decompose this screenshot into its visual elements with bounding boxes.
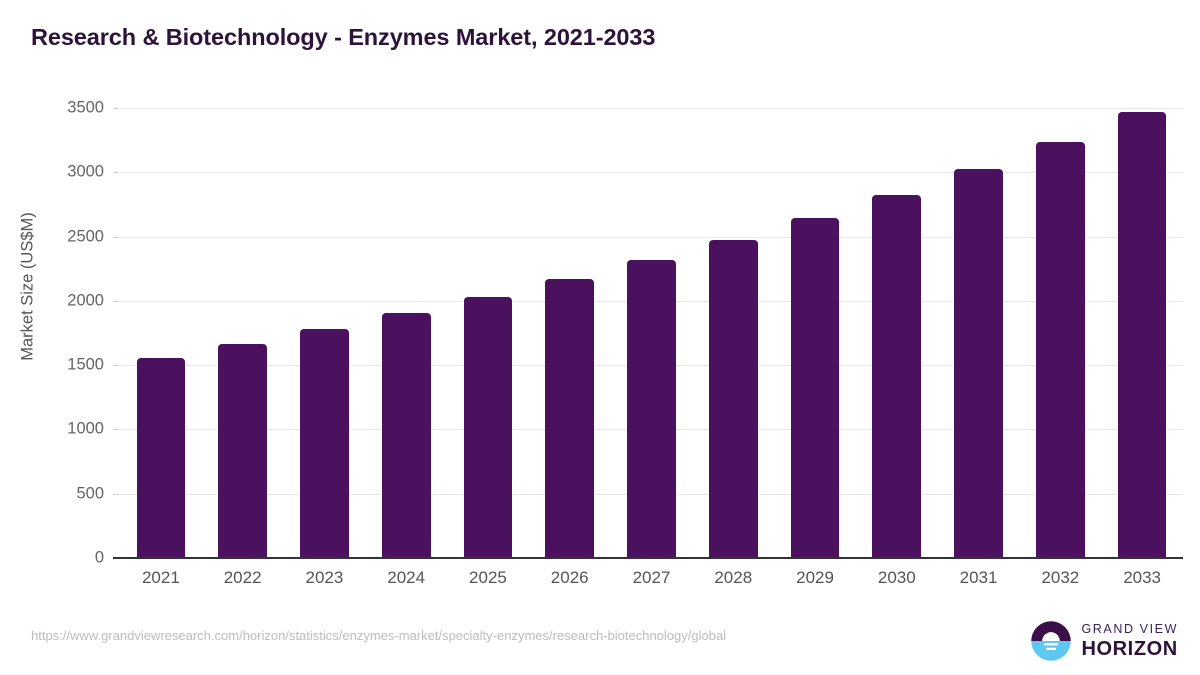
bar[interactable] xyxy=(136,358,186,558)
x-axis-tick-label: 2030 xyxy=(877,568,916,587)
x-axis-tick-labels: 2021 2022 2023 2024 2025 2026 2027 2028 2029 2030… xyxy=(120,568,1183,598)
x-axis-tick-label: 2033 xyxy=(1123,568,1162,587)
logo-line-horizon: HORIZON xyxy=(1081,637,1178,660)
source-url[interactable]: https://www.grandviewresearch.com/horizo… xyxy=(31,628,727,643)
page-title: Research & Biotechnology - Enzymes Marke… xyxy=(31,24,656,50)
y-axis-tick-labels: 0 500 1000 1500 2000 2500 3000 3500 xyxy=(0,99,112,567)
gridline xyxy=(120,236,1183,238)
bar[interactable] xyxy=(218,343,267,558)
y-axis-tick xyxy=(113,493,119,495)
y-axis-tick-label: 1500 xyxy=(67,355,104,374)
plot-area xyxy=(113,108,1183,559)
bar[interactable] xyxy=(1117,111,1167,558)
y-axis-tick-label: 3000 xyxy=(67,162,104,181)
bar[interactable] xyxy=(300,328,349,558)
x-axis-tick-label: 2024 xyxy=(387,568,426,587)
y-axis-tick-label: 500 xyxy=(76,484,104,503)
y-axis-tick xyxy=(113,108,119,109)
x-axis-tick-label: 2022 xyxy=(223,568,262,587)
y-axis-tick xyxy=(113,236,119,238)
x-axis-tick-label: 2021 xyxy=(141,568,180,587)
x-axis-tick-label: 2023 xyxy=(305,568,344,587)
x-axis-tick-label: 2028 xyxy=(714,568,753,587)
logo-text: GRAND VIEW HORIZON xyxy=(1081,623,1178,659)
logo-line-grand-view: GRAND VIEW xyxy=(1081,622,1178,637)
gridline xyxy=(120,172,1183,174)
y-axis-tick-label: 0 xyxy=(94,548,104,567)
bar[interactable] xyxy=(708,239,758,558)
x-axis-tick-label: 2026 xyxy=(550,568,589,587)
y-axis-tick xyxy=(113,365,119,367)
bar[interactable] xyxy=(463,296,513,558)
y-axis-tick xyxy=(113,300,119,302)
bar[interactable] xyxy=(872,194,922,558)
x-axis-line xyxy=(113,557,1183,559)
x-axis-tick-label: 2029 xyxy=(796,568,834,587)
grand-view-horizon-logo[interactable]: GRAND VIEW HORIZON xyxy=(1030,618,1178,664)
y-axis-tick xyxy=(113,429,119,431)
bar[interactable] xyxy=(1036,141,1085,558)
y-axis-tick-label: 1000 xyxy=(67,419,104,438)
x-axis-tick-label: 2031 xyxy=(959,568,998,587)
y-axis-tick-label: 2000 xyxy=(67,291,104,310)
bar[interactable] xyxy=(627,259,676,558)
bar[interactable] xyxy=(954,169,1003,558)
x-axis-tick-label: 2032 xyxy=(1041,568,1080,587)
y-axis-tick-label: 3500 xyxy=(67,98,104,117)
gridline xyxy=(120,108,1183,109)
horizon-sun-circle-icon xyxy=(1031,621,1072,661)
bar[interactable] xyxy=(381,313,431,558)
y-axis-tick-label: 2500 xyxy=(67,227,104,246)
bar[interactable] xyxy=(545,279,595,558)
bar[interactable] xyxy=(790,217,840,558)
x-axis-tick-label: 2027 xyxy=(632,568,671,587)
x-axis-tick-label: 2025 xyxy=(469,568,507,587)
y-axis-tick xyxy=(113,172,119,174)
